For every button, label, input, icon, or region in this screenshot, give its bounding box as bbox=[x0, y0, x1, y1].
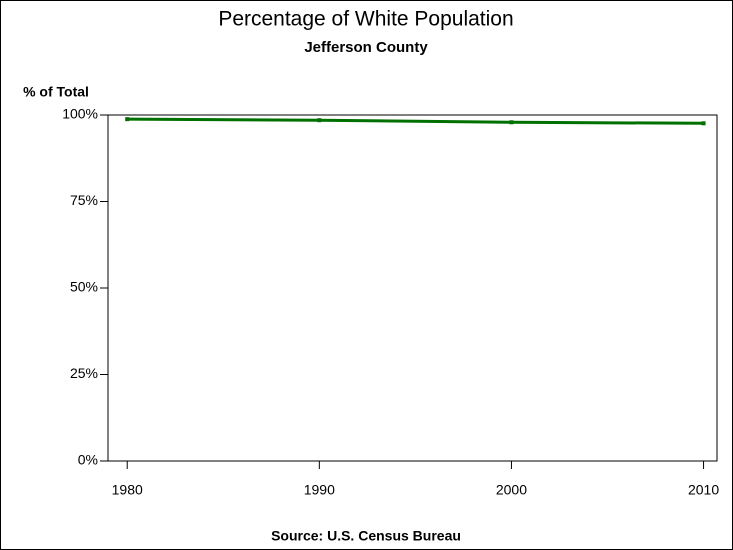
y-tick-label: 100% bbox=[62, 106, 98, 122]
y-axis-label: % of Total bbox=[23, 84, 89, 100]
x-tick-label: 2000 bbox=[496, 482, 527, 498]
x-tick-label: 1990 bbox=[304, 482, 335, 498]
chart-subtitle: Jefferson County bbox=[304, 39, 428, 56]
data-point bbox=[701, 121, 706, 126]
data-point bbox=[509, 120, 514, 125]
footnote: Source: U.S. Census Bureau bbox=[271, 528, 461, 544]
x-tick-label: 1980 bbox=[112, 482, 143, 498]
x-tick-label: 2010 bbox=[688, 482, 719, 498]
y-tick-label: 50% bbox=[70, 279, 98, 295]
y-tick-label: 25% bbox=[70, 365, 98, 381]
y-tick-label: 0% bbox=[78, 452, 98, 468]
data-line bbox=[127, 117, 704, 125]
data-point bbox=[125, 117, 130, 122]
data-point bbox=[317, 118, 322, 123]
y-tick-label: 75% bbox=[70, 192, 98, 208]
chart-title: Percentage of White Population bbox=[218, 8, 513, 31]
